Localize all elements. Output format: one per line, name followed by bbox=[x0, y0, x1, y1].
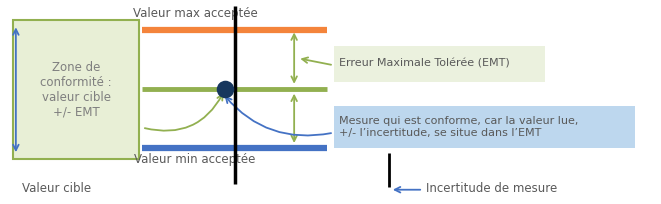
Text: Valeur min acceptée: Valeur min acceptée bbox=[134, 153, 256, 166]
Text: Erreur Maximale Tolérée (EMT): Erreur Maximale Tolérée (EMT) bbox=[339, 59, 510, 69]
FancyBboxPatch shape bbox=[13, 20, 139, 159]
Text: Valeur cible: Valeur cible bbox=[22, 182, 91, 195]
Text: Mesure qui est conforme, car la valeur lue,
+/- l’incertitude, se situe dans l’E: Mesure qui est conforme, car la valeur l… bbox=[339, 116, 578, 138]
Text: Zone de
conformité :
valeur cible
+/- EMT: Zone de conformité : valeur cible +/- EM… bbox=[40, 61, 112, 119]
Point bbox=[219, 87, 230, 90]
FancyBboxPatch shape bbox=[334, 46, 545, 82]
Text: Incertitude de mesure: Incertitude de mesure bbox=[426, 182, 558, 195]
Text: Valeur max acceptée: Valeur max acceptée bbox=[133, 7, 257, 20]
FancyBboxPatch shape bbox=[334, 106, 635, 148]
